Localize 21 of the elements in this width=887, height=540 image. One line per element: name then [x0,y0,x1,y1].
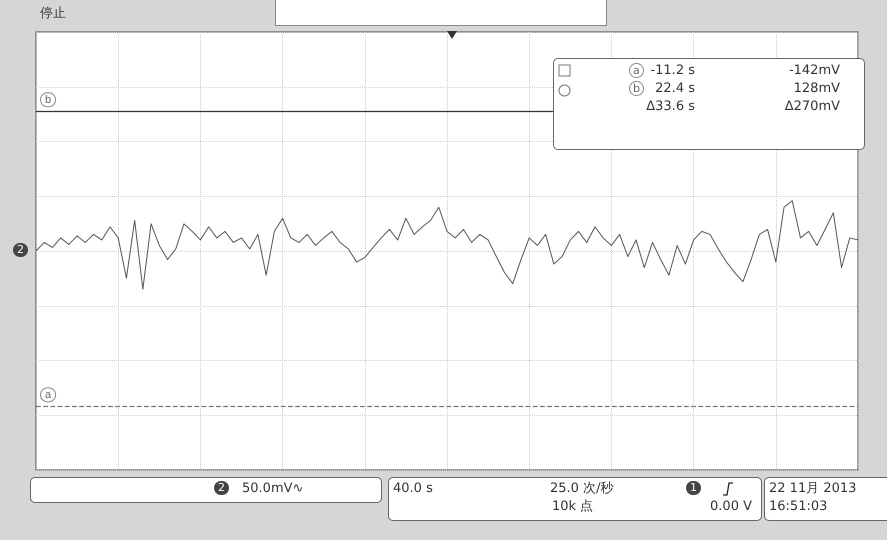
text: b [633,82,640,95]
text: 2 [13,243,28,257]
text: -11.2 s [650,63,695,79]
text: 10k 点 [552,499,594,515]
ref-line-label: b [45,94,52,106]
ref-line-label: a [45,388,52,401]
text: 22.4 s [655,81,695,97]
text: 2 [214,481,229,495]
text: 128mV [794,81,840,97]
text: 停止 [40,6,66,22]
text: 22 11月 2013 [769,481,856,497]
text: 0.00 V [710,499,752,515]
text: Δ33.6 s [646,99,695,115]
text: 25.0 次/秒 [550,481,614,497]
text: 50.0mV∿ [242,481,304,497]
text: 1 [686,481,701,495]
text: 16:51:03 [769,499,828,515]
text: Δ270mV [784,99,840,115]
text: -142mV [788,63,840,79]
text: 40.0 s [393,481,433,497]
text: a [633,64,640,77]
